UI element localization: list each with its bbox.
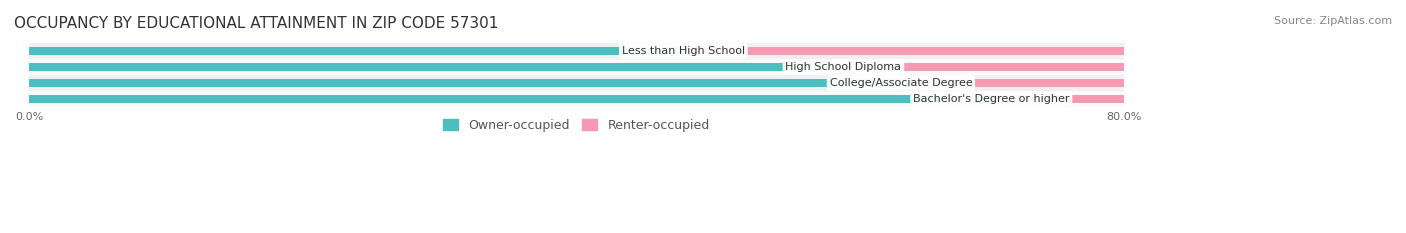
Bar xyxy=(30,79,901,87)
Bar xyxy=(844,62,1398,71)
Text: 63.7%: 63.7% xyxy=(846,76,887,89)
Bar xyxy=(30,62,844,71)
Bar xyxy=(0,59,1406,75)
Text: Less than High School: Less than High School xyxy=(621,46,745,56)
Bar xyxy=(0,75,1406,91)
Bar xyxy=(901,79,1398,87)
Text: Source: ZipAtlas.com: Source: ZipAtlas.com xyxy=(1274,16,1392,26)
Text: 29.8%: 29.8% xyxy=(1351,93,1392,106)
Text: College/Associate Degree: College/Associate Degree xyxy=(830,78,973,88)
Bar xyxy=(30,95,991,103)
Text: OCCUPANCY BY EDUCATIONAL ATTAINMENT IN ZIP CODE 57301: OCCUPANCY BY EDUCATIONAL ATTAINMENT IN Z… xyxy=(14,16,499,31)
Text: 70.3%: 70.3% xyxy=(936,93,977,106)
Text: 47.8%: 47.8% xyxy=(628,45,669,58)
Text: 59.5%: 59.5% xyxy=(789,60,830,73)
Text: 52.2%: 52.2% xyxy=(1350,45,1391,58)
Bar xyxy=(991,95,1399,103)
Bar xyxy=(0,43,1406,59)
Bar xyxy=(0,91,1406,107)
Text: Bachelor's Degree or higher: Bachelor's Degree or higher xyxy=(912,94,1070,104)
Legend: Owner-occupied, Renter-occupied: Owner-occupied, Renter-occupied xyxy=(440,115,713,136)
Text: 36.3%: 36.3% xyxy=(1350,76,1391,89)
Text: 40.5%: 40.5% xyxy=(1350,60,1391,73)
Text: High School Diploma: High School Diploma xyxy=(786,62,901,72)
Bar xyxy=(683,47,1398,55)
Bar xyxy=(30,47,683,55)
